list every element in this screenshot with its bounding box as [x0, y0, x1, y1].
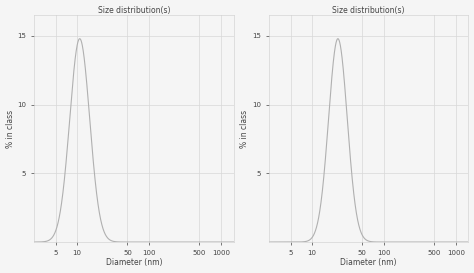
Title: Size distribution(s): Size distribution(s) [98, 5, 170, 14]
Title: Size distribution(s): Size distribution(s) [332, 5, 405, 14]
X-axis label: Diameter (nm): Diameter (nm) [106, 259, 162, 268]
X-axis label: Diameter (nm): Diameter (nm) [340, 259, 397, 268]
Y-axis label: % in class: % in class [240, 110, 249, 148]
Y-axis label: % in class: % in class [6, 110, 15, 148]
